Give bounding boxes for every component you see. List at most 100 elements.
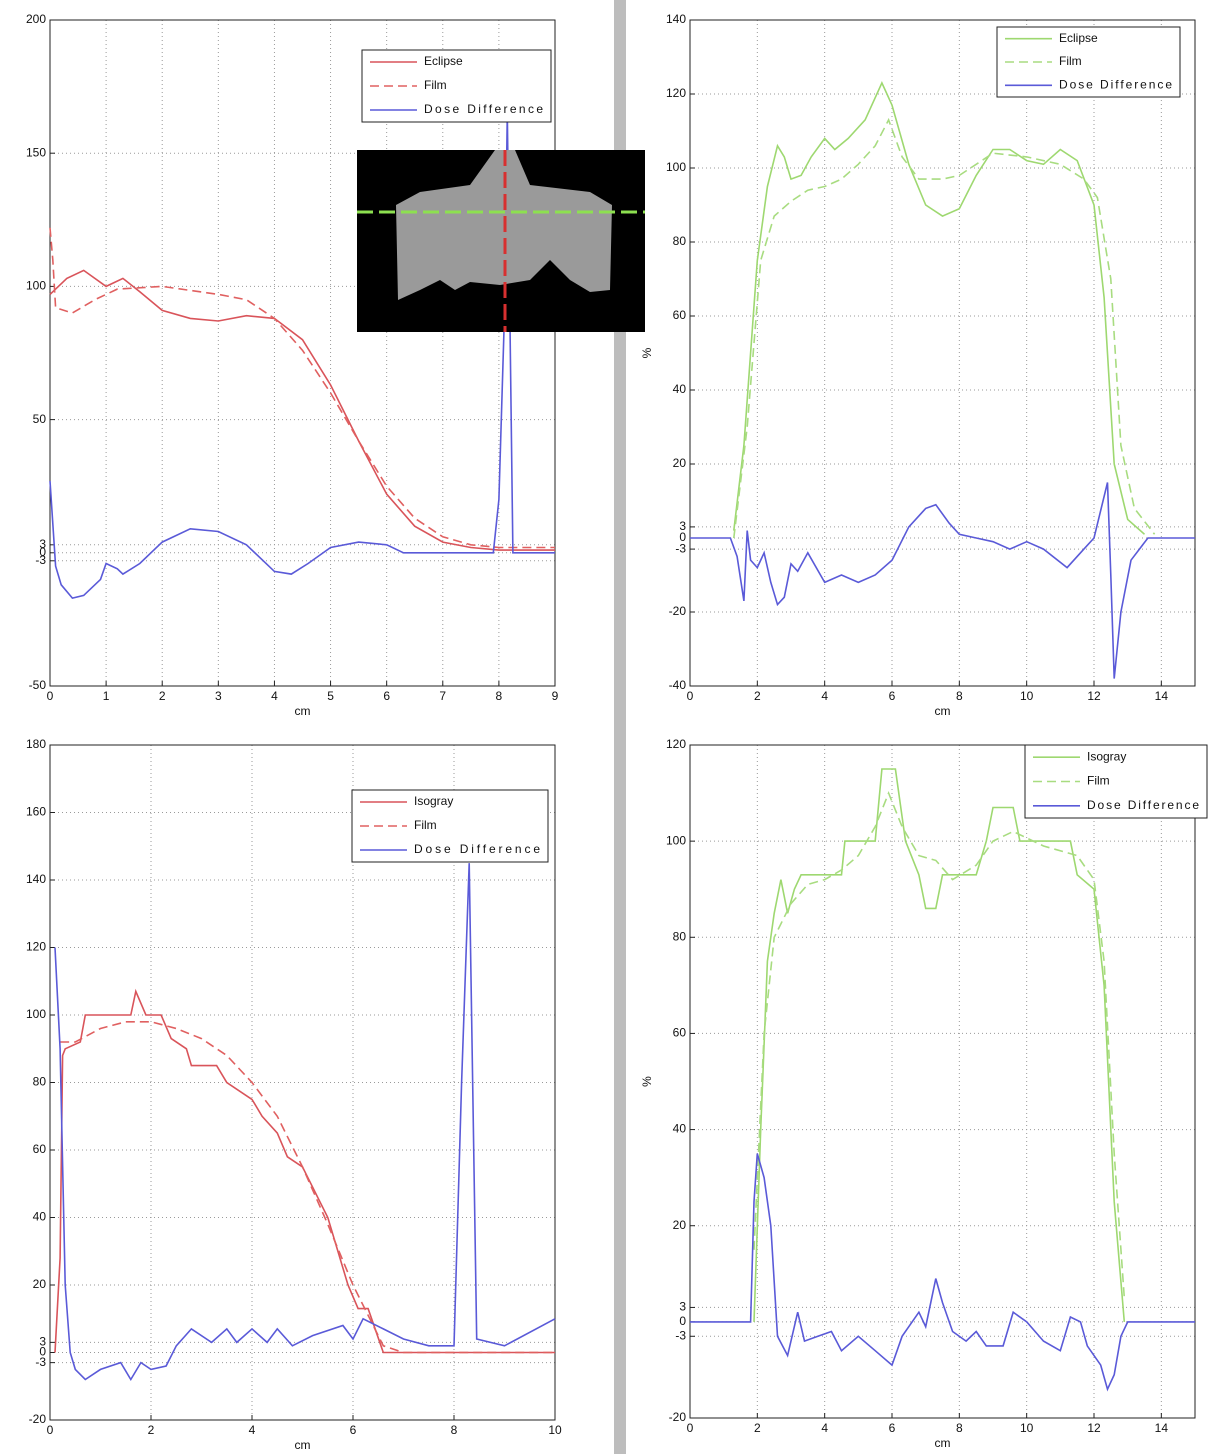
x-tick-label: 6 — [350, 1423, 357, 1437]
x-tick-label: 8 — [956, 1421, 963, 1435]
y-tick-label: 80 — [673, 929, 687, 943]
x-tick-label: 9 — [552, 689, 559, 703]
x-tick-label: 10 — [548, 1423, 562, 1437]
legend-label: Dose Difference — [1059, 78, 1172, 92]
data-line — [733, 117, 1156, 539]
y-tick-label: 3 — [39, 1335, 46, 1349]
data-line — [753, 790, 1126, 1298]
x-tick-label: 4 — [821, 689, 828, 703]
y-tick-label: 100 — [666, 833, 686, 847]
y-tick-label: 120 — [666, 737, 686, 751]
x-tick-label: 8 — [956, 689, 963, 703]
data-line — [690, 1153, 1195, 1392]
y-tick-label: 40 — [673, 382, 687, 396]
y-tick-label: 60 — [33, 1142, 47, 1156]
legend-label: Dose Difference — [1087, 798, 1199, 812]
legend-label: Film — [1059, 54, 1082, 68]
y-tick-label: 80 — [33, 1075, 47, 1089]
x-tick-label: 3 — [215, 689, 222, 703]
y-tick-label: 50 — [33, 412, 47, 426]
y-tick-label: 3 — [679, 519, 686, 533]
legend-label: Film — [414, 818, 437, 832]
y-tick-label: 3 — [679, 1300, 686, 1314]
plot-frame — [689, 19, 1196, 687]
x-tick-label: 6 — [383, 689, 390, 703]
y-tick-label: 0 — [39, 1345, 46, 1359]
y-tick-label: -20 — [669, 604, 687, 618]
y-tick-label: 180 — [26, 737, 46, 751]
legend-label: Dose Difference — [414, 842, 540, 856]
y-tick-label: 40 — [673, 1122, 687, 1136]
inset-image — [357, 150, 645, 332]
legend-label: Isogray — [1087, 749, 1126, 763]
data-line — [49, 113, 555, 599]
y-tick-label: 140 — [666, 12, 686, 26]
y-tick-label: 200 — [26, 12, 46, 26]
x-axis-label: cm — [935, 704, 951, 718]
x-tick-label: 4 — [821, 1421, 828, 1435]
x-tick-label: 14 — [1155, 1421, 1169, 1435]
plot-frame — [49, 744, 556, 1421]
y-tick-label: 3 — [39, 537, 46, 551]
y-tick-label: 60 — [673, 308, 687, 322]
y-tick-label: 160 — [26, 805, 46, 819]
x-tick-label: 8 — [496, 689, 503, 703]
legend: Isogray Film Dose Difference — [351, 789, 549, 863]
data-line — [690, 482, 1195, 679]
y-tick-label: 100 — [26, 279, 46, 293]
legend: Isogray Film Dose Difference — [1024, 744, 1208, 819]
x-tick-label: 10 — [1020, 689, 1034, 703]
y-tick-label: 20 — [673, 1218, 687, 1232]
y-tick-label: 120 — [666, 86, 686, 100]
y-tick-label: 150 — [26, 145, 46, 159]
y-tick-label: 0 — [39, 545, 46, 559]
data-line — [753, 768, 1126, 1322]
x-tick-label: 4 — [271, 689, 278, 703]
y-axis-label: % — [640, 1076, 654, 1087]
x-tick-label: 5 — [327, 689, 334, 703]
legend: Eclipse Film Dose Difference — [996, 26, 1181, 98]
x-tick-label: 1 — [103, 689, 110, 703]
legend-label: Isogray — [414, 794, 453, 808]
x-axis-label: cm — [295, 704, 311, 718]
x-tick-label: 10 — [1020, 1421, 1034, 1435]
x-tick-label: 2 — [148, 1423, 155, 1437]
legend-label: Dose Difference — [424, 102, 543, 116]
y-tick-label: 120 — [26, 940, 46, 954]
chart-panel: 0 2 4 6 8 10 12 14-40-20-30320406080100120140cm… — [640, 12, 1196, 718]
y-tick-label: 100 — [666, 160, 686, 174]
x-tick-label: 2 — [754, 1421, 761, 1435]
x-axis-label: cm — [295, 1438, 311, 1452]
x-tick-label: 0 — [687, 1421, 694, 1435]
legend: Eclipse Film Dose Difference — [361, 49, 552, 123]
plot-frame — [689, 744, 1196, 1419]
x-tick-label: 6 — [889, 689, 896, 703]
y-tick-label: 140 — [26, 872, 46, 886]
plot-area — [690, 745, 1195, 1418]
y-tick-label: -20 — [29, 1412, 47, 1426]
x-axis-label: cm — [935, 1436, 951, 1450]
y-tick-label: 0 — [679, 1314, 686, 1328]
y-tick-label: -50 — [29, 678, 47, 692]
y-tick-label: -3 — [35, 1355, 46, 1369]
x-tick-label: 2 — [159, 689, 166, 703]
panel-separator — [614, 0, 626, 1454]
y-tick-label: -3 — [35, 553, 46, 567]
legend-label: Film — [1087, 774, 1110, 788]
y-tick-label: 60 — [673, 1026, 687, 1040]
data-line — [60, 1021, 555, 1354]
data-line — [49, 269, 555, 551]
x-tick-label: 4 — [249, 1423, 256, 1437]
plot-area — [690, 20, 1195, 686]
x-tick-label: 7 — [439, 689, 446, 703]
y-tick-label: -3 — [675, 541, 686, 555]
y-axis-label: % — [640, 347, 654, 358]
legend-label: Eclipse — [424, 54, 463, 68]
y-tick-label: 100 — [26, 1007, 46, 1021]
y-tick-label: 20 — [673, 456, 687, 470]
data-line — [733, 80, 1146, 535]
data-line — [54, 988, 555, 1354]
